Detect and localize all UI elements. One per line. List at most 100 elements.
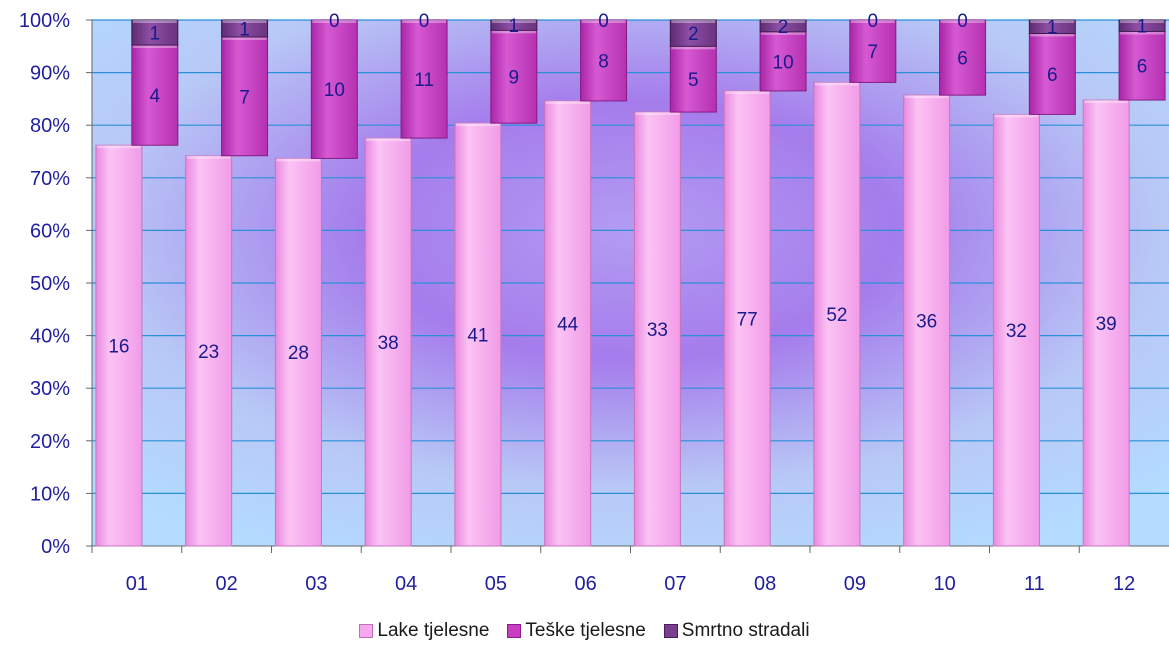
bar-highlight bbox=[761, 20, 806, 23]
bar-te-ke-tjelesne-04 bbox=[400, 19, 448, 139]
bar-lake-tjelesne-09 bbox=[813, 81, 861, 547]
bar-highlight bbox=[455, 123, 500, 127]
bar-highlight bbox=[994, 114, 1039, 118]
bar-te-ke-tjelesne-01 bbox=[131, 44, 179, 146]
bar-te-ke-tjelesne-10 bbox=[939, 19, 987, 96]
y-tick-label: 80% bbox=[30, 115, 70, 137]
bar-smrtno-stradali-05 bbox=[490, 19, 538, 31]
data-label: 8 bbox=[598, 51, 609, 72]
y-tick-label: 0% bbox=[41, 536, 70, 558]
data-label: 11 bbox=[414, 70, 434, 91]
bar-layer bbox=[95, 19, 1166, 547]
bar-highlight bbox=[132, 20, 177, 23]
bar-highlight bbox=[96, 145, 141, 149]
legend-label-smrtno: Smrtno stradali bbox=[681, 620, 810, 641]
data-label: 38 bbox=[378, 333, 399, 354]
x-tick-label: 02 bbox=[216, 573, 238, 595]
data-label: 33 bbox=[647, 320, 668, 341]
data-label: 0 bbox=[598, 11, 609, 32]
bar-te-ke-tjelesne-08 bbox=[759, 31, 807, 92]
bar-highlight bbox=[276, 158, 321, 162]
bar-smrtno-stradali-08 bbox=[759, 19, 807, 33]
legend: Lake tjelesne Teške tjelesne Smrtno stra… bbox=[0, 620, 1169, 642]
data-label: 7 bbox=[868, 42, 879, 63]
data-label: 7 bbox=[239, 87, 250, 108]
data-label: 1 bbox=[1137, 17, 1148, 38]
bar-lake-tjelesne-10 bbox=[903, 94, 951, 547]
data-label: 0 bbox=[868, 11, 879, 32]
bar-highlight bbox=[132, 45, 177, 49]
data-label: 10 bbox=[324, 80, 345, 101]
bar-smrtno-stradali-12 bbox=[1118, 19, 1166, 32]
bar-highlight bbox=[940, 20, 985, 23]
bar-te-ke-tjelesne-11 bbox=[1028, 32, 1076, 115]
data-label: 0 bbox=[329, 11, 340, 32]
data-label: 6 bbox=[957, 49, 968, 70]
bar-highlight bbox=[402, 20, 447, 23]
bar-lake-tjelesne-03 bbox=[274, 157, 322, 547]
legend-item-teske: Teške tjelesne bbox=[507, 620, 646, 642]
bar-lake-tjelesne-04 bbox=[364, 137, 412, 547]
x-tick-label: 07 bbox=[664, 573, 686, 595]
bar-highlight bbox=[671, 20, 716, 23]
bar-highlight bbox=[814, 82, 859, 86]
data-label: 6 bbox=[1047, 65, 1058, 86]
bar-highlight bbox=[1120, 20, 1165, 23]
data-label: 5 bbox=[688, 70, 699, 91]
bar-highlight bbox=[186, 155, 231, 159]
bar-highlight bbox=[545, 100, 590, 104]
x-tick-label: 06 bbox=[575, 573, 597, 595]
legend-swatch-teske bbox=[507, 624, 522, 638]
x-tick-label: 10 bbox=[934, 573, 956, 595]
data-label: 4 bbox=[150, 86, 161, 107]
bar-highlight bbox=[1030, 33, 1075, 37]
data-label: 9 bbox=[509, 68, 520, 89]
bar-highlight bbox=[312, 20, 357, 23]
data-label: 23 bbox=[198, 342, 219, 363]
data-label: 6 bbox=[1137, 57, 1148, 78]
data-label: 28 bbox=[288, 343, 309, 364]
bar-highlight bbox=[761, 31, 806, 35]
y-tick-label: 20% bbox=[30, 431, 70, 453]
bar-te-ke-tjelesne-12 bbox=[1118, 30, 1166, 101]
y-tick-label: 50% bbox=[30, 273, 70, 295]
y-tick-label: 30% bbox=[30, 378, 70, 400]
bar-smrtno-stradali-02 bbox=[221, 19, 269, 38]
bar-highlight bbox=[904, 95, 949, 99]
data-label: 0 bbox=[957, 11, 968, 32]
bar-lake-tjelesne-05 bbox=[454, 122, 502, 547]
bar-highlight bbox=[222, 36, 267, 40]
y-tick-label: 90% bbox=[30, 63, 70, 85]
x-tick-label: 03 bbox=[305, 573, 327, 595]
bar-highlight bbox=[671, 46, 716, 50]
x-tick-label: 11 bbox=[1024, 573, 1045, 595]
legend-label-lake: Lake tjelesne bbox=[377, 620, 490, 641]
y-tick-label: 10% bbox=[30, 483, 70, 505]
data-label: 36 bbox=[916, 312, 937, 333]
data-label: 0 bbox=[419, 11, 430, 32]
bar-lake-tjelesne-12 bbox=[1082, 99, 1130, 547]
bar-lake-tjelesne-11 bbox=[992, 113, 1040, 547]
data-label: 52 bbox=[826, 305, 847, 326]
x-tick-label: 12 bbox=[1113, 573, 1135, 595]
bar-highlight bbox=[850, 20, 895, 23]
bar-te-ke-tjelesne-09 bbox=[849, 19, 897, 83]
data-label: 41 bbox=[467, 326, 488, 347]
bar-lake-tjelesne-08 bbox=[723, 90, 771, 547]
data-label: 2 bbox=[688, 24, 699, 45]
bar-lake-tjelesne-02 bbox=[185, 155, 233, 547]
bar-lake-tjelesne-01 bbox=[95, 144, 143, 547]
data-label: 10 bbox=[773, 52, 794, 73]
bar-te-ke-tjelesne-02 bbox=[221, 36, 269, 157]
label-layer: 1641237128100381104191448033527710252703… bbox=[108, 11, 1147, 364]
bar-highlight bbox=[222, 20, 267, 23]
bar-lake-tjelesne-06 bbox=[544, 100, 592, 547]
data-label: 32 bbox=[1006, 321, 1027, 342]
x-tick-label: 08 bbox=[754, 573, 776, 595]
data-label: 1 bbox=[1047, 18, 1058, 39]
bar-te-ke-tjelesne-06 bbox=[580, 19, 628, 102]
legend-swatch-smrtno bbox=[663, 624, 678, 638]
bar-highlight bbox=[1084, 100, 1129, 104]
